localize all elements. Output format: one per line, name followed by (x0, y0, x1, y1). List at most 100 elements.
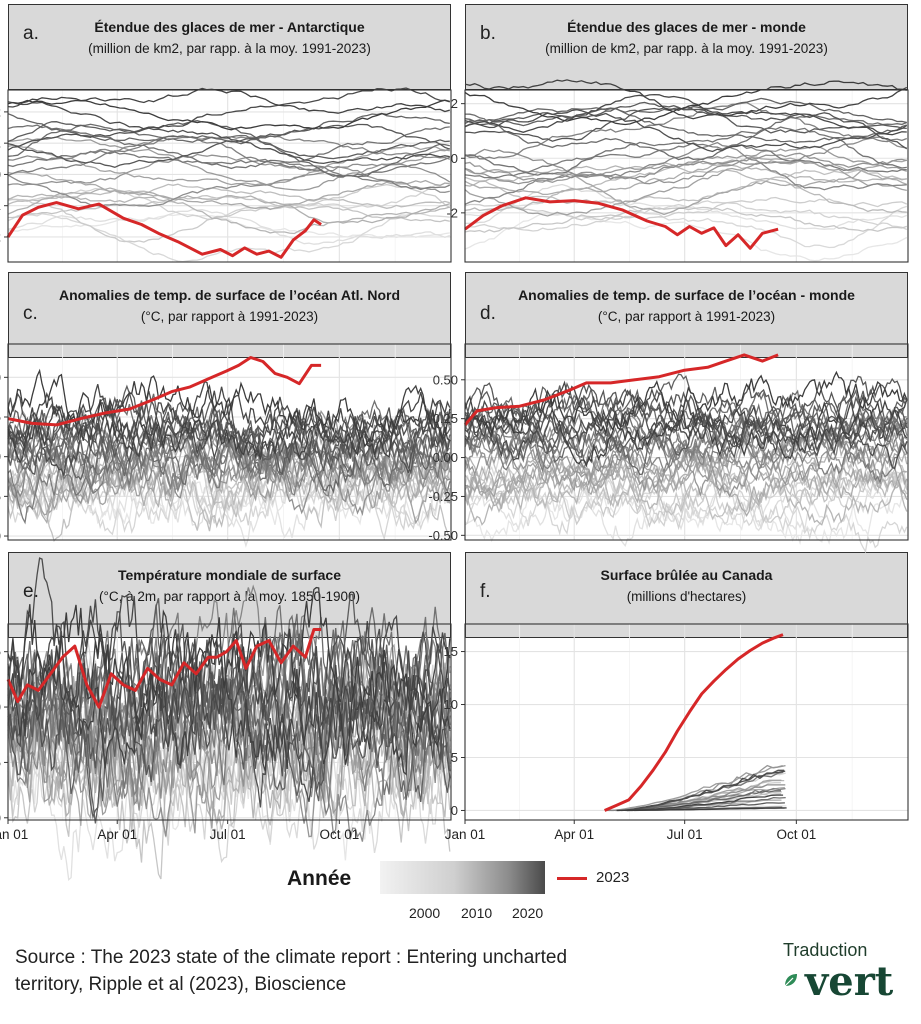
series-line-year (464, 93, 907, 136)
series-line-2023 (463, 353, 779, 426)
panel-title: Température mondiale de surface (117, 567, 342, 583)
series-line-year (7, 441, 451, 517)
x-tick-label: Apr 01 (554, 827, 594, 842)
y-tick-label: 1 (0, 136, 1, 151)
y-tick-label: 0.0 (0, 449, 1, 464)
series-line-year (7, 99, 450, 131)
series-line-year (464, 212, 908, 262)
series-line-year (464, 408, 908, 474)
series-line-year (464, 165, 907, 213)
series-line-year (7, 127, 450, 165)
y-tick-label: -1.0 (0, 529, 1, 544)
series-line-year (621, 770, 786, 812)
x-tick-label: Jul 01 (210, 827, 246, 842)
legend-colorbar (380, 861, 545, 894)
series-line-year (464, 200, 908, 232)
series-line-year (464, 429, 908, 503)
legend-2023-label: 2023 (596, 869, 630, 886)
legend-tick: 2020 (512, 905, 544, 921)
series-line-year (7, 136, 451, 191)
series-line-year (464, 206, 908, 233)
series-line-year (464, 113, 908, 161)
y-tick-label: 0 (451, 151, 458, 166)
series-line-year (7, 637, 451, 776)
series-line-year (7, 380, 451, 458)
series-line-year (464, 456, 908, 526)
legend-2023-line (557, 877, 587, 880)
panel-border (464, 343, 909, 541)
series-line-year (631, 794, 784, 812)
y-tick-label: -0.5 (0, 489, 1, 504)
series-line-2023 (7, 356, 322, 427)
y-tick-label: 0.00 (433, 450, 458, 465)
series-line-year (616, 807, 787, 812)
panel-title: Anomalies de temp. de surface de l’océan… (518, 287, 855, 303)
y-tick-label: -0.25 (428, 489, 458, 504)
series-line-year (464, 107, 908, 144)
y-tick-label: -0.50 (428, 528, 458, 543)
series-line-year (464, 156, 908, 196)
panel-title: Surface brûlée au Canada (600, 567, 773, 583)
panel-title: Anomalies de temp. de surface de l’océan… (58, 287, 400, 303)
brand-translation-label: Traduction (783, 940, 868, 960)
series-line-2023 (6, 628, 322, 709)
source-note: Source : The 2023 state of the climate r… (15, 947, 568, 995)
series-line-year (7, 123, 451, 168)
y-tick-label: 0.25 (433, 411, 458, 426)
series-line-2023 (464, 196, 779, 250)
series-line-2023 (603, 633, 784, 812)
brand-logo: vert (805, 958, 894, 1005)
series-line-year (464, 183, 908, 249)
series-line-year (7, 183, 450, 209)
series-line-year (464, 380, 908, 455)
panel-border (464, 89, 909, 263)
panel-subtitle: (millions d'hectares) (626, 589, 747, 604)
y-tick-label: 2 (0, 104, 1, 119)
series-line-year (464, 136, 907, 180)
y-tick-label: 0.50 (433, 372, 458, 387)
legend-tick: 2000 (409, 905, 441, 921)
series-line-year (464, 145, 907, 183)
series-line-year (7, 171, 450, 211)
series-line-year (7, 605, 451, 758)
panel-global-sea-ice: b. Étendue des glaces de mer - monde (mi… (465, 4, 908, 262)
panel-letter: c. (23, 303, 38, 324)
series-line-year (464, 416, 907, 470)
panel-letter: b. (480, 23, 496, 44)
panel-border (464, 623, 909, 821)
series-line-year (464, 80, 907, 126)
legend-tick: 2010 (461, 905, 493, 921)
series-line-year (464, 453, 908, 520)
panel-subtitle: (°C, à 2m, par rapport à la moy. 1850-19… (98, 589, 361, 604)
panel-border (7, 89, 452, 263)
panel-letter: d. (480, 303, 496, 324)
panel-title: Étendue des glaces de mer - Antarctique (94, 19, 365, 35)
series-line-year (464, 169, 907, 205)
x-tick-label: Oct 01 (776, 827, 816, 842)
y-tick-label: -2 (446, 205, 458, 220)
series-line-year (617, 790, 781, 812)
panel-title: Étendue des glaces de mer - monde (567, 19, 806, 35)
panel-letter: a. (23, 23, 39, 44)
panel-letter: f. (480, 581, 491, 602)
series-line-year (464, 152, 907, 185)
series-line-year (7, 384, 451, 464)
y-tick-label: 10 (444, 697, 458, 712)
series-line-year (7, 144, 450, 186)
series-line-year (7, 163, 451, 207)
series-line-year (7, 193, 450, 235)
series-line-year (7, 136, 451, 191)
y-tick-label: 0 (451, 803, 458, 818)
y-tick-label: 0.0 (0, 810, 1, 825)
y-tick-label: 1.0 (0, 370, 1, 385)
panel-header: b. Étendue des glaces de mer - monde (mi… (465, 4, 908, 90)
x-tick-label: Jul 01 (667, 827, 703, 842)
series-line-year (7, 194, 450, 223)
series-line-year (7, 433, 451, 509)
y-tick-label: 2 (451, 96, 458, 111)
series-line-year (464, 451, 908, 528)
panel-border (7, 343, 452, 541)
series-line-year (7, 594, 451, 751)
legend-title: Année (287, 867, 352, 890)
series-line-year (7, 124, 450, 170)
